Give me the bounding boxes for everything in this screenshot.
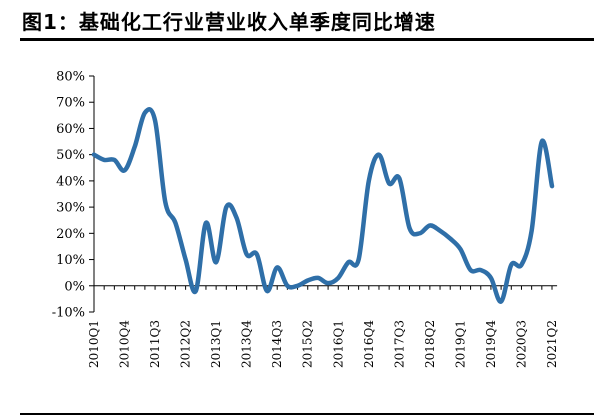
x-axis: 2010Q1 2010Q4 2011Q3 2012Q2 2013Q1 2013Q4 2014… [87, 285, 559, 368]
x-tick-label: 2011Q3 [148, 320, 162, 368]
y-tick-label: 40% [56, 174, 85, 189]
title-underline [20, 38, 594, 41]
bottom-rule [20, 413, 594, 415]
y-tick-label: 30% [56, 201, 85, 216]
x-tick-label: 2021Q2 [545, 320, 559, 368]
x-tick-label: 2016Q1 [331, 320, 345, 368]
y-tick-label: 10% [56, 253, 85, 268]
y-tick-label: 20% [56, 227, 85, 242]
chart-title: 图1：基础化工行业营业收入单季度同比增速 [22, 10, 436, 34]
y-axis: -10% 0% 10% 20% 30% 40% 50% 60% 70% 80% [52, 70, 95, 321]
x-tick-label: 2013Q1 [209, 320, 223, 368]
x-tick-label: 2010Q4 [118, 320, 132, 368]
x-tick-label: 2016Q4 [362, 320, 376, 368]
y-tick-label: 70% [56, 96, 85, 111]
x-tick-label: 2020Q3 [514, 320, 528, 368]
x-tick-label: 2018Q2 [423, 320, 437, 368]
x-tick-label: 2010Q1 [87, 320, 101, 368]
y-tick-label: 0% [64, 279, 85, 294]
series-layer [91, 107, 555, 304]
y-tick-label: -10% [52, 306, 85, 321]
x-tick-label: 2019Q4 [484, 320, 498, 368]
x-tick-label: 2019Q1 [453, 320, 467, 368]
x-tick-label: 2015Q2 [301, 320, 315, 368]
x-tick-label: 2017Q3 [392, 320, 406, 368]
y-tick-label: 80% [56, 70, 85, 85]
y-tick-label: 60% [56, 122, 85, 137]
x-tick-label: 2013Q4 [240, 320, 254, 368]
x-tick-label: 2014Q3 [270, 320, 284, 368]
x-tick-label: 2012Q2 [179, 320, 193, 368]
y-tick-label: 50% [56, 148, 85, 163]
series-line-0 [91, 107, 555, 304]
